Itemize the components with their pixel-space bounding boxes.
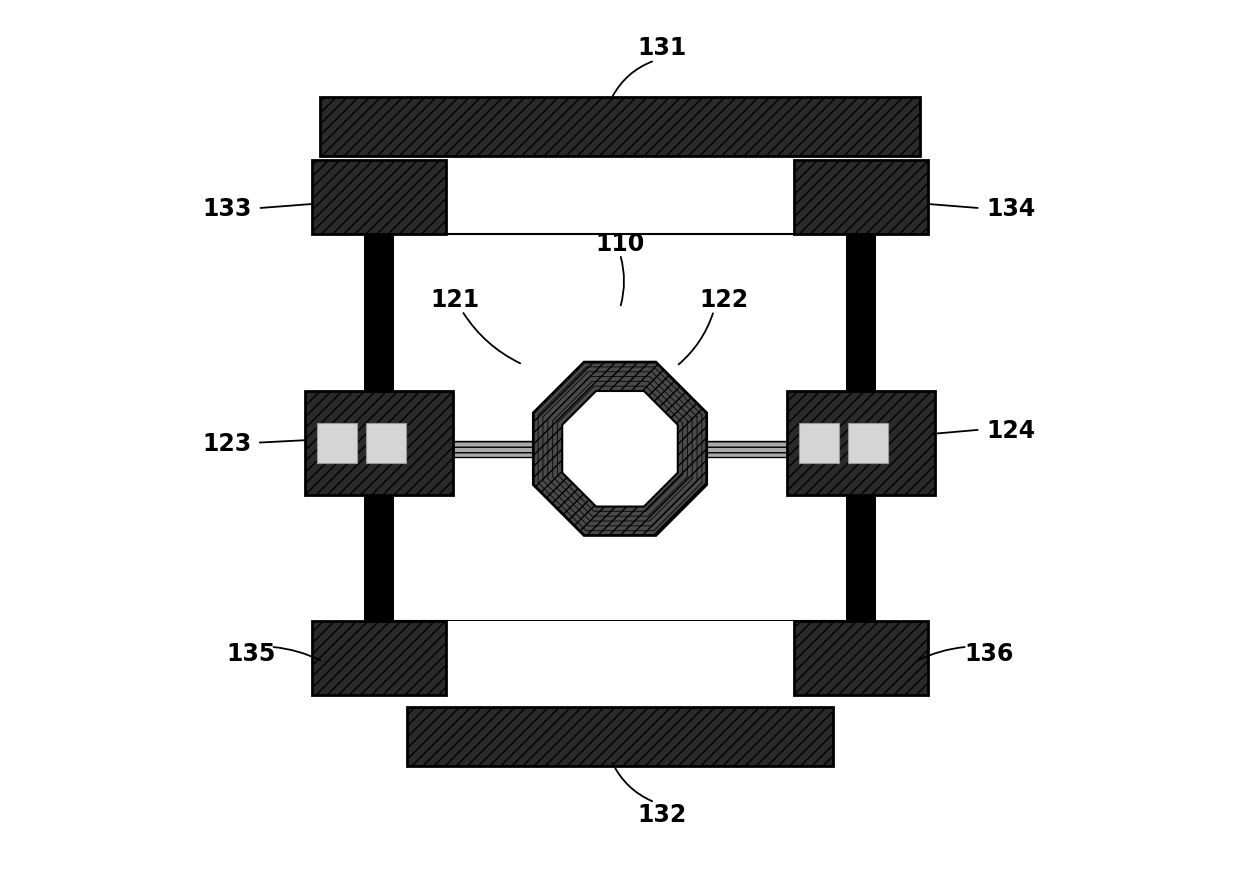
Text: 121: 121 [430, 288, 480, 312]
Bar [846, 235, 877, 504]
Bar [389, 157, 851, 162]
Bar [407, 706, 833, 766]
Bar [800, 423, 839, 463]
Bar [363, 235, 394, 504]
Text: 135: 135 [226, 641, 275, 665]
Text: 132: 132 [637, 803, 686, 826]
Bar [363, 495, 394, 621]
Text: 123: 123 [203, 431, 252, 455]
Polygon shape [533, 362, 707, 536]
Text: 131: 131 [637, 36, 686, 61]
Bar [846, 495, 877, 621]
Bar [389, 621, 851, 706]
Bar [355, 153, 885, 707]
Text: 133: 133 [202, 197, 252, 221]
Bar [305, 391, 453, 495]
Bar [320, 98, 920, 157]
Bar [794, 162, 929, 235]
Bar [794, 621, 929, 695]
Polygon shape [562, 392, 678, 507]
Bar [848, 423, 888, 463]
Bar [311, 162, 446, 235]
Text: 136: 136 [965, 641, 1014, 665]
Bar [311, 621, 446, 695]
Text: 134: 134 [986, 197, 1035, 221]
Bar [787, 391, 935, 495]
Text: 110: 110 [595, 232, 645, 255]
Text: 124: 124 [986, 418, 1035, 442]
Bar [317, 423, 357, 463]
Bar [389, 235, 851, 621]
Bar [453, 441, 542, 457]
Text: 122: 122 [699, 288, 749, 312]
Bar [366, 423, 405, 463]
Bar [698, 441, 787, 457]
